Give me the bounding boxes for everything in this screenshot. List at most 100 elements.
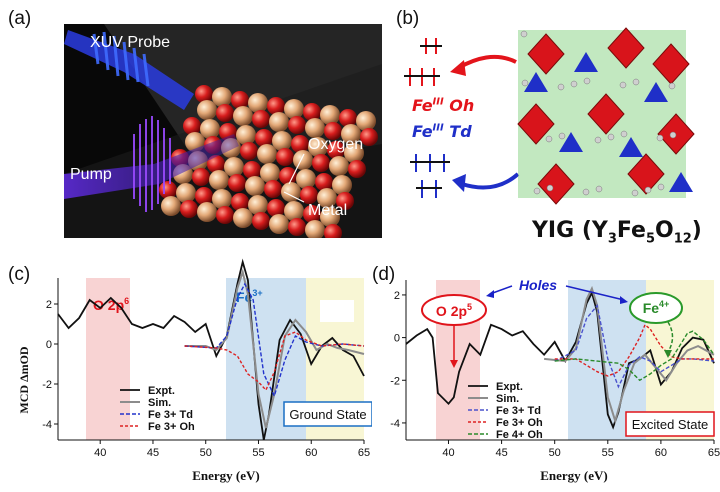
- legend-label: Fe 3+ Oh: [496, 417, 543, 429]
- oxygen-atom: [279, 167, 297, 185]
- fe-oh-ox: III: [432, 96, 444, 108]
- oxygen-atom: [324, 122, 342, 140]
- legend-label: Fe 3+ Td: [148, 409, 193, 421]
- ground-state-box: [283, 401, 372, 427]
- oxygen-atom: [231, 193, 249, 211]
- oxygen-site: [607, 133, 615, 141]
- oxygen-atom: [312, 154, 330, 172]
- x-tick-label: 55: [602, 447, 614, 459]
- xuv-probe-label: XUV Probe: [90, 34, 171, 51]
- oxygen-site: [619, 81, 627, 89]
- series-fe-4-oh: [554, 330, 715, 382]
- axes-c: 40 45 50 55 60 65 2 0 -2 -4: [42, 278, 370, 459]
- metal-atom: [209, 170, 229, 190]
- fe-td-element: Fe: [412, 122, 433, 141]
- oxygen-site: [533, 187, 541, 195]
- axes-d: 40 45 50 55 60 65 2 0 -2 -4: [390, 280, 720, 459]
- metal-atom: [176, 183, 196, 203]
- fe-oh-label: FeIII Oh: [412, 96, 474, 115]
- metal-label: Metal: [308, 202, 348, 219]
- o2p6-label: O 2p6: [93, 296, 129, 313]
- ground-state-label: Ground State: [289, 407, 366, 422]
- metal-atom: [212, 189, 232, 209]
- oxygen-atom: [192, 168, 210, 186]
- oxygen-site: [521, 79, 529, 87]
- fe-oh-site: Oh: [443, 96, 475, 115]
- oxygen-atom: [336, 192, 354, 210]
- oh-octahedron: [607, 27, 645, 69]
- td-tetrahedron: [524, 72, 548, 92]
- y-tick-label: 2: [46, 299, 52, 311]
- metal-atom: [308, 137, 328, 157]
- oxygen-atom: [243, 161, 261, 179]
- metal-atom: [284, 201, 304, 221]
- metal-atom: [332, 175, 352, 195]
- metal-atom: [272, 131, 292, 151]
- oxygen-atom: [360, 128, 378, 146]
- oh-octahedron: [587, 93, 625, 135]
- metal-atom: [224, 157, 244, 177]
- holes-label: Holes: [519, 277, 557, 293]
- oxygen-site: [570, 80, 578, 88]
- pump-wave: [133, 116, 171, 212]
- oxygen-site: [595, 185, 603, 193]
- panel-b-graphic: [404, 27, 695, 205]
- x-tick-label: 60: [305, 447, 317, 459]
- metal-atom: [329, 156, 349, 176]
- td-tetrahedron: [574, 52, 598, 72]
- oxygen-atom: [267, 97, 285, 115]
- td-pointer-arrow: [461, 172, 520, 190]
- oxygen-atom: [288, 116, 306, 134]
- x-tick-label: 65: [708, 447, 720, 459]
- x-tick-label: 45: [147, 447, 159, 459]
- x-tick-label: 50: [549, 447, 561, 459]
- metal-atom: [284, 99, 304, 119]
- xlabel-c: Energy (eV): [192, 468, 260, 483]
- x-tick-label: 40: [94, 447, 106, 459]
- series-fe-3-td: [554, 304, 715, 389]
- excited-state-label: Excited State: [632, 417, 709, 432]
- oh-octahedron: [517, 103, 555, 145]
- metal-atom: [200, 119, 220, 139]
- oxygen-atom: [288, 218, 306, 236]
- ylabel-c: MCD ΔmOD: [17, 346, 31, 414]
- oxygen-site: [620, 130, 628, 138]
- metal-atom: [257, 144, 277, 164]
- metal-atom: [212, 87, 232, 107]
- xlabel-d: Energy (eV): [540, 468, 608, 483]
- series-sim: [543, 285, 715, 425]
- metal-atom: [248, 93, 268, 113]
- oxygen-atom: [291, 135, 309, 153]
- oxygen-site: [557, 83, 565, 91]
- legend-label: Expt.: [148, 385, 175, 397]
- oh-octahedron: [537, 163, 575, 205]
- series-c: [57, 258, 365, 441]
- oxygen-atom: [183, 117, 201, 135]
- holes-arrow-right: [565, 285, 625, 301]
- td-spin-arrows: [415, 154, 445, 198]
- metal-atom: [269, 214, 289, 234]
- oxygen-atom: [255, 129, 273, 147]
- oxygen-atom: [327, 141, 345, 159]
- x-tick-label: 45: [495, 447, 507, 459]
- legend-label: Expt.: [496, 381, 523, 393]
- metal-atom: [260, 163, 280, 183]
- metal-atom: [305, 118, 325, 138]
- oxygen-atom: [240, 142, 258, 160]
- oxygen-site: [583, 77, 591, 85]
- oh-pointer-arrow: [457, 54, 517, 70]
- legend-label: Sim.: [148, 397, 171, 409]
- legend-label: Sim.: [496, 393, 519, 405]
- yig-sub-12: 12: [673, 231, 692, 247]
- oxygen-atom: [303, 205, 321, 223]
- yig-formula: YIG (Y3Fe5O12): [532, 218, 702, 246]
- fe-td-ox: III: [432, 122, 444, 134]
- oxygen-atom: [231, 91, 249, 109]
- yig-sub-3: 3: [607, 231, 617, 247]
- yig-sub-5: 5: [645, 231, 655, 247]
- legend-label: Fe 4+ Oh: [496, 429, 543, 441]
- y-tick-label: 2: [394, 290, 400, 302]
- yig-close: ): [691, 218, 702, 243]
